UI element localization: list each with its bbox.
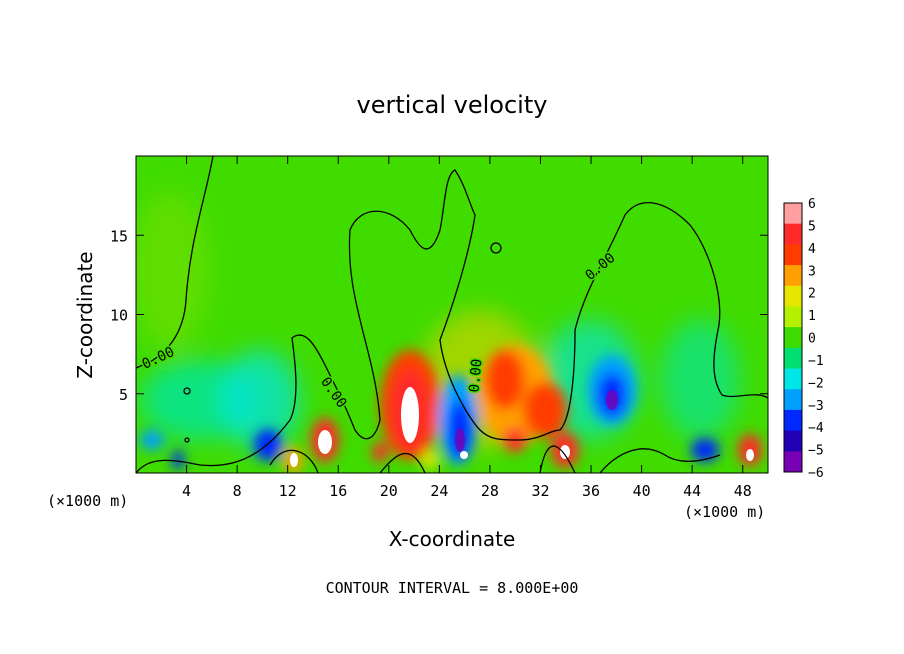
x-tick-label: 8 (233, 482, 242, 500)
x-axis-label: X-coordinate (389, 527, 516, 551)
zero-contour (183, 387, 191, 395)
zero-contour (136, 156, 214, 369)
field-blob (372, 442, 388, 462)
field-blob (172, 450, 184, 470)
colorbar-label: 4 (808, 242, 816, 257)
field-core (460, 451, 468, 459)
field-blob (691, 438, 719, 462)
chart-title: vertical velocity (357, 91, 548, 119)
field-core (401, 387, 419, 443)
colorbar-label: −3 (808, 399, 824, 414)
zero-contour (136, 169, 768, 473)
colorbar-label: 3 (808, 264, 816, 279)
field-core (455, 428, 465, 452)
x-tick-label: 32 (531, 482, 549, 500)
colorbar-swatch (784, 285, 802, 307)
field-blob (136, 190, 210, 350)
field-blob (660, 320, 740, 440)
contour-interval-note: CONTOUR INTERVAL = 8.000E+00 (326, 579, 579, 597)
colorbar-swatch (784, 347, 802, 370)
x-tick-label: 24 (430, 482, 448, 500)
x-unit-label-right: (×1000 m) (684, 503, 765, 521)
colorbar-label: 1 (808, 309, 816, 324)
colorbar-swatch (784, 368, 802, 390)
colorbar-swatch (784, 203, 802, 225)
field-core (318, 430, 332, 454)
field-core (606, 390, 618, 410)
field-blob (220, 350, 300, 450)
x-tick-label: 48 (734, 482, 752, 500)
x-tick-label: 36 (582, 482, 600, 500)
colorbar-frame (783, 202, 803, 473)
contour-label: 0.00 (467, 358, 486, 393)
colorbar-label: 2 (808, 287, 816, 302)
x-tick-label: 28 (481, 482, 499, 500)
x-tick-label: 12 (279, 482, 297, 500)
colorbar-swatch (784, 430, 802, 452)
colorbar: 6 5 4 3 2 1 0 −1 −2 −3 −4 −5 −6 (783, 197, 824, 481)
field-blob (523, 382, 567, 438)
colorbar-label: −6 (808, 466, 824, 481)
zero-contour (539, 445, 576, 473)
field-blob (422, 450, 438, 470)
y-tick-label: 15 (110, 227, 128, 245)
x-tick-label: 4 (182, 482, 191, 500)
x-tick-label: 40 (633, 482, 651, 500)
y-tick-label: 5 (119, 386, 128, 404)
x-unit-label-left: (×1000 m) (47, 492, 128, 510)
colorbar-label: 5 (808, 219, 816, 234)
zero-contour (379, 452, 426, 473)
field-blob (140, 430, 164, 450)
colorbar-label: 6 (808, 197, 816, 212)
field-core (290, 453, 298, 467)
colorbar-swatch (784, 327, 802, 349)
x-tick-label: 16 (329, 482, 347, 500)
colorbar-swatch (784, 223, 802, 245)
field-blob (485, 350, 525, 410)
colorbar-swatch (784, 409, 802, 432)
zero-contour (599, 448, 721, 473)
colorbar-label: 0 (808, 332, 816, 347)
colorbar-swatch (784, 244, 802, 266)
x-tick-label: 20 (380, 482, 398, 500)
colorbar-swatch (784, 389, 802, 411)
zero-contour (184, 437, 190, 443)
colorbar-swatch (784, 265, 802, 287)
colorbar-label: −2 (808, 376, 824, 391)
colorbar-label: −5 (808, 444, 824, 459)
x-tick-label: 44 (683, 482, 701, 500)
colorbar-swatch (784, 306, 802, 328)
colorbar-label: −1 (808, 354, 824, 369)
y-tick-label: 10 (110, 307, 128, 325)
x-axis: 4 8 12 16 20 24 28 32 36 40 44 48 (182, 156, 752, 500)
colorbar-label: −4 (808, 421, 824, 436)
field-core (746, 449, 754, 461)
field-core (560, 445, 570, 459)
colorbar-swatch (784, 451, 802, 473)
plot-area: 0.00 0.00 0.00 0.00 (135, 155, 769, 474)
zero-contour (269, 449, 319, 473)
y-axis: 5 10 15 (110, 227, 768, 404)
y-axis-label: Z-coordinate (73, 251, 97, 378)
zero-contour (490, 242, 502, 254)
